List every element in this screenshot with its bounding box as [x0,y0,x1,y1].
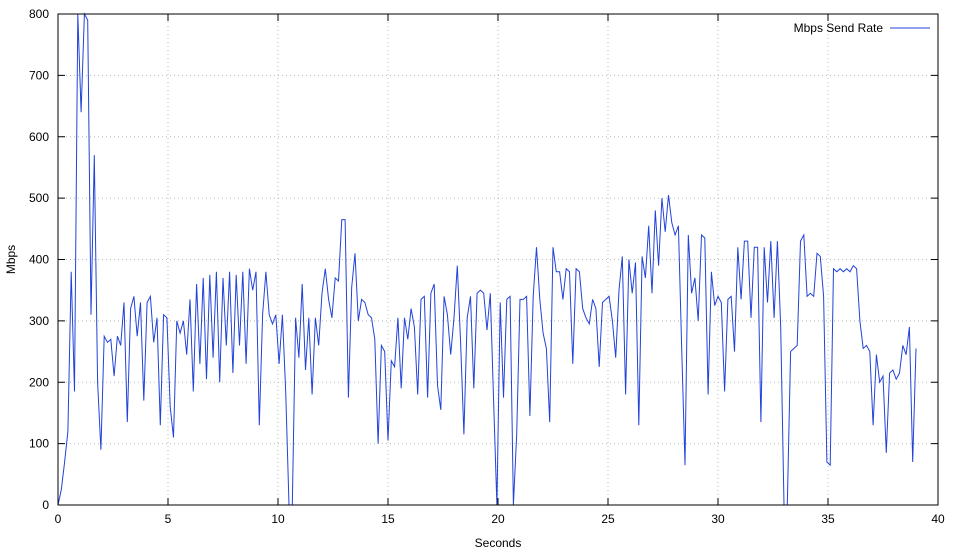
series-line [57,12,917,506]
y-tick-label: 500 [29,191,49,205]
y-tick-label: 600 [29,130,49,144]
y-tick-label: 700 [29,68,49,82]
y-tick-label: 400 [29,253,49,267]
tick-labels: 0 100 200 300 400 500 600 700 800 0 5 10 15 20 25 30 35 4… [29,7,945,526]
x-tick-label: 10 [271,512,285,526]
axis-ticks [57,13,939,506]
x-tick-label: 20 [491,512,505,526]
x-tick-label: 40 [931,512,945,526]
data-series [57,12,917,506]
y-tick-label: 100 [29,437,49,451]
x-tick-label: 25 [601,512,615,526]
y-tick-label: 0 [42,498,49,512]
y-tick-label: 800 [29,7,49,21]
x-tick-label: 30 [711,512,725,526]
x-axis-label: Seconds [475,536,522,550]
y-axis-label: Mbps [4,245,18,274]
x-tick-label: 15 [381,512,395,526]
legend: Mbps Send Rate [794,21,930,35]
y-tick-label: 300 [29,314,49,328]
legend-label: Mbps Send Rate [794,21,884,35]
x-tick-label: 35 [821,512,835,526]
x-tick-label: 5 [165,512,172,526]
y-tick-label: 200 [29,375,49,389]
x-tick-label: 0 [55,512,62,526]
